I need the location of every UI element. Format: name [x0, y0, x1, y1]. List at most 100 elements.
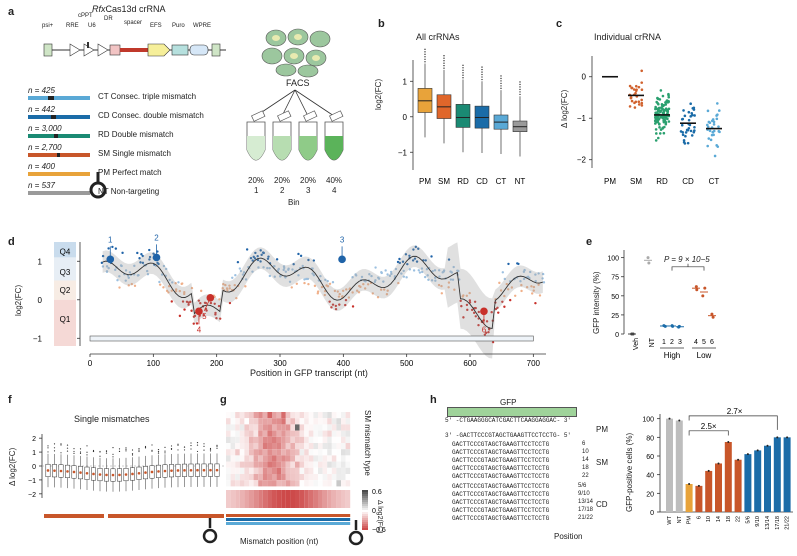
d-point	[398, 261, 402, 265]
d-point	[183, 290, 186, 294]
d-point	[501, 271, 505, 274]
c-point	[711, 118, 715, 121]
d-ytick-label: 1	[38, 257, 43, 266]
d-callout-label: 6	[482, 325, 487, 334]
g-heatmap-cell	[253, 455, 259, 462]
h-cd-seq: GACTTCCCGTAGCTGAAGTTCCTCCTG	[452, 491, 550, 498]
g-heatmap-cell	[276, 424, 282, 431]
c-category-label: CD	[682, 177, 694, 186]
g-heatmap-cell	[336, 443, 341, 450]
tube-fill	[299, 136, 317, 160]
e-xcat-label: Veh	[633, 338, 640, 350]
h-sm-seq: GACTTCCCGTAGCTGAAGTTCCTCCTG	[452, 441, 550, 448]
g-heatmap-cell	[226, 418, 231, 425]
g-heatmap-cell	[345, 474, 351, 481]
g-heatmap-cell	[313, 455, 318, 462]
e-ytick-label: 25	[611, 313, 619, 320]
g-heatmap-cell	[308, 412, 314, 419]
f-outlier	[170, 445, 173, 447]
mismatch-mark	[51, 115, 56, 119]
g-heatmap-cell	[267, 443, 272, 450]
f-ytick-label: 0	[32, 464, 36, 471]
c-point	[640, 104, 644, 107]
d-point	[158, 280, 161, 284]
d-point	[222, 282, 225, 286]
d-point	[120, 264, 123, 268]
d-point	[376, 296, 380, 299]
d-point	[437, 283, 441, 287]
g-colorbar-step	[362, 490, 368, 492]
g-heatmap-summary-cell	[253, 496, 259, 502]
g-heatmap-cell	[341, 455, 346, 462]
d-point	[360, 275, 364, 279]
b-outlier	[481, 78, 483, 81]
h-bar	[734, 459, 742, 512]
g-heatmap-cell	[230, 474, 236, 481]
g-guide-bar-cd	[226, 518, 351, 521]
g-heatmap-summary-cell	[226, 496, 231, 502]
g-heatmap-summary-cell	[249, 496, 254, 502]
e-xcat-label: 5	[702, 339, 706, 346]
d-callout-marker	[152, 253, 161, 262]
g-heatmap-cell	[295, 474, 300, 481]
g-heatmap-cell	[262, 480, 268, 487]
g-heatmap-cell	[299, 430, 305, 437]
d-point	[514, 294, 517, 297]
h-bar-label: 6	[696, 516, 702, 519]
f-median	[196, 468, 199, 472]
f-outlier	[183, 446, 186, 448]
d-point	[541, 277, 544, 280]
d-point	[466, 308, 469, 312]
g-heatmap-cell	[281, 461, 286, 468]
d-point	[354, 274, 358, 277]
g-heatmap-cell	[226, 436, 231, 443]
g-heatmap-cell	[226, 412, 231, 419]
g-heatmap-cell	[336, 424, 341, 431]
b-outlier	[443, 67, 445, 69]
g-heatmap-cell	[345, 412, 351, 419]
f-median	[183, 469, 186, 472]
g-heatmap-cell	[290, 430, 295, 437]
g-heatmap-cell	[262, 461, 268, 468]
d-point	[505, 282, 508, 286]
g-heatmap-cell	[295, 424, 300, 431]
g-heatmap-cell	[267, 449, 272, 456]
g-heatmap-cell	[258, 461, 263, 468]
construct-dr: DR	[104, 16, 113, 22]
c-point	[659, 89, 663, 92]
b-outlier	[481, 68, 483, 71]
d-point	[292, 263, 295, 266]
g-heatmap: 0.6 0 −0.6	[226, 412, 386, 546]
c-point	[715, 144, 718, 147]
b-outlier	[424, 53, 426, 56]
g-heatmap-cell	[295, 480, 300, 487]
c-point	[662, 111, 666, 115]
d-point	[337, 295, 341, 298]
g-heatmap-cell	[322, 474, 328, 481]
d-xtick-label: 400	[337, 359, 351, 368]
d-point	[168, 278, 171, 282]
f-outlier	[60, 444, 62, 446]
h-cd-pos: 5/6	[578, 483, 587, 489]
d-point	[402, 275, 406, 278]
d-point	[283, 266, 286, 270]
f-outlier	[47, 445, 49, 447]
c-title: Individual crRNA	[594, 32, 662, 42]
d-xtick-label: 600	[463, 359, 477, 368]
d-point	[447, 286, 450, 289]
d-point	[408, 254, 411, 258]
d-point	[498, 281, 501, 285]
g-heatmap-summary-cell	[272, 502, 277, 508]
h-cd-seq: GACTTCCCGTAGCTGAAGTTCCTCCTG	[452, 507, 550, 514]
g-heatmap-cell	[285, 424, 291, 431]
d-point	[382, 280, 385, 283]
construct-u6: U6	[88, 23, 96, 29]
d-point	[197, 299, 201, 302]
b-outlier	[500, 82, 502, 85]
d-point	[377, 276, 380, 279]
d-point	[447, 258, 451, 261]
g-heatmap-summary-cell	[235, 502, 240, 508]
c-point	[656, 120, 660, 124]
c-stripplot: 0 −1 −2 PM SM RD CD CT	[577, 56, 722, 186]
d-point	[273, 265, 276, 268]
